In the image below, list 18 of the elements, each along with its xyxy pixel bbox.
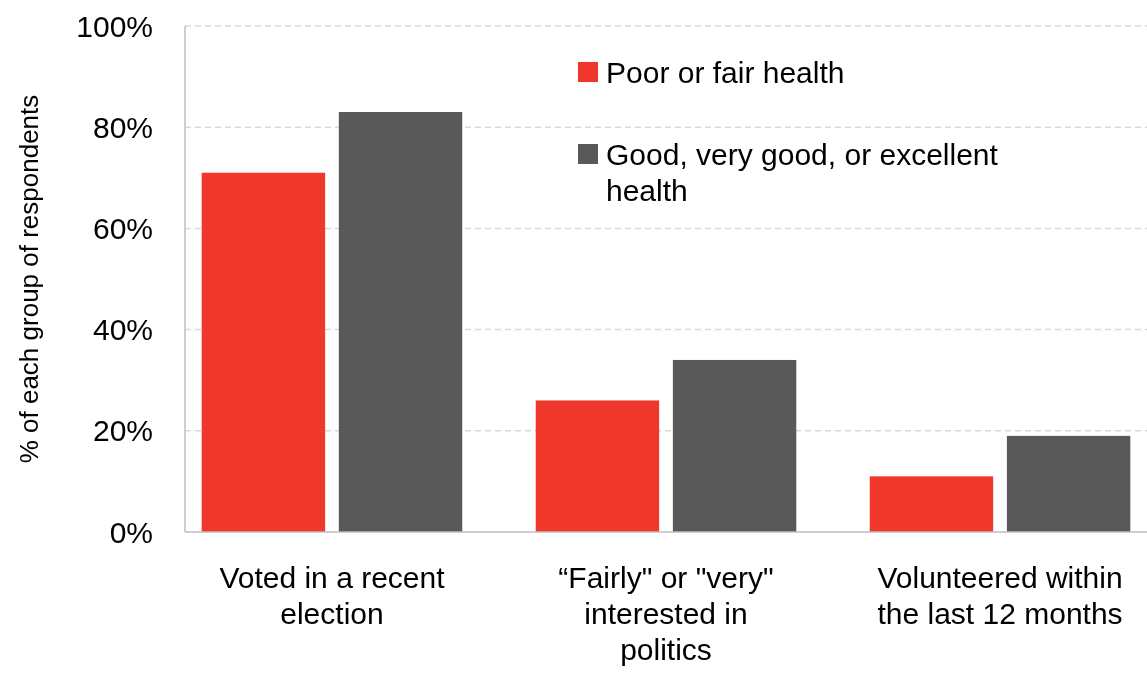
bar (869, 476, 994, 532)
bar (1006, 435, 1131, 532)
bar (201, 172, 326, 532)
y-tick-label: 0% (109, 515, 153, 549)
bar (535, 400, 660, 532)
bar (338, 112, 463, 532)
y-tick-label: 20% (92, 414, 153, 448)
legend-label: Good, very good, or excellent health (606, 137, 999, 207)
y-tick-label: 100% (76, 9, 153, 43)
y-axis-title: % of each group of respondents (14, 94, 44, 464)
x-tick-label: “Fairly" or "very" interested in politics (558, 561, 774, 666)
y-tick-label: 60% (92, 211, 153, 245)
bar (672, 359, 797, 532)
y-tick-label: 80% (92, 110, 153, 144)
x-tick-label: Voted in a recent election (219, 561, 446, 630)
legend-label: Poor or fair health (606, 55, 845, 89)
x-tick-label: Volunteered within the last 12 months (877, 561, 1123, 630)
y-tick-label: 40% (92, 313, 153, 347)
